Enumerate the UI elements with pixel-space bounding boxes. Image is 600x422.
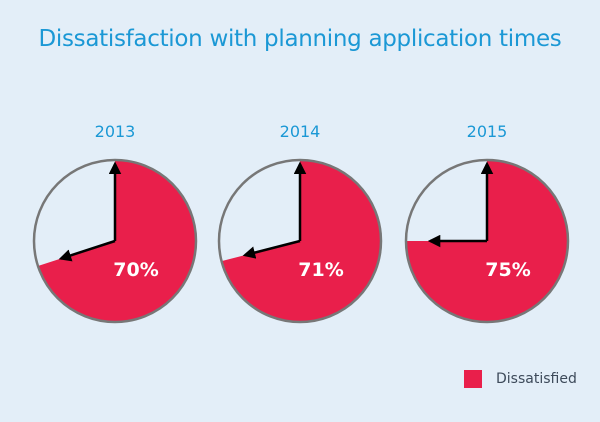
legend-label: Dissatisfied xyxy=(496,371,577,387)
pie-slice-dissatisfied xyxy=(37,160,197,322)
pie-outline xyxy=(404,158,570,324)
legend-swatch-dissatisfied xyxy=(464,370,482,388)
year-label: 2013 xyxy=(95,122,136,141)
year-label: 2015 xyxy=(467,122,508,141)
data-label: 71% xyxy=(298,259,343,281)
pie-outline xyxy=(217,158,383,324)
pie-2014: 2014 71% xyxy=(217,122,383,324)
data-label: 70% xyxy=(113,259,158,281)
year-label: 2014 xyxy=(280,122,321,141)
pie-2015: 2015 75% xyxy=(404,122,570,324)
pie-2013: 2013 70% xyxy=(32,122,198,324)
chart-title: Dissatisfaction with planning applicatio… xyxy=(38,26,562,52)
pie-outline xyxy=(32,158,198,324)
data-label: 75% xyxy=(485,259,530,281)
pie-slice-dissatisfied xyxy=(221,160,381,322)
legend: Dissatisfied xyxy=(464,370,577,388)
clock-hand-hour xyxy=(58,239,116,262)
clock-hand-hour xyxy=(242,239,301,259)
